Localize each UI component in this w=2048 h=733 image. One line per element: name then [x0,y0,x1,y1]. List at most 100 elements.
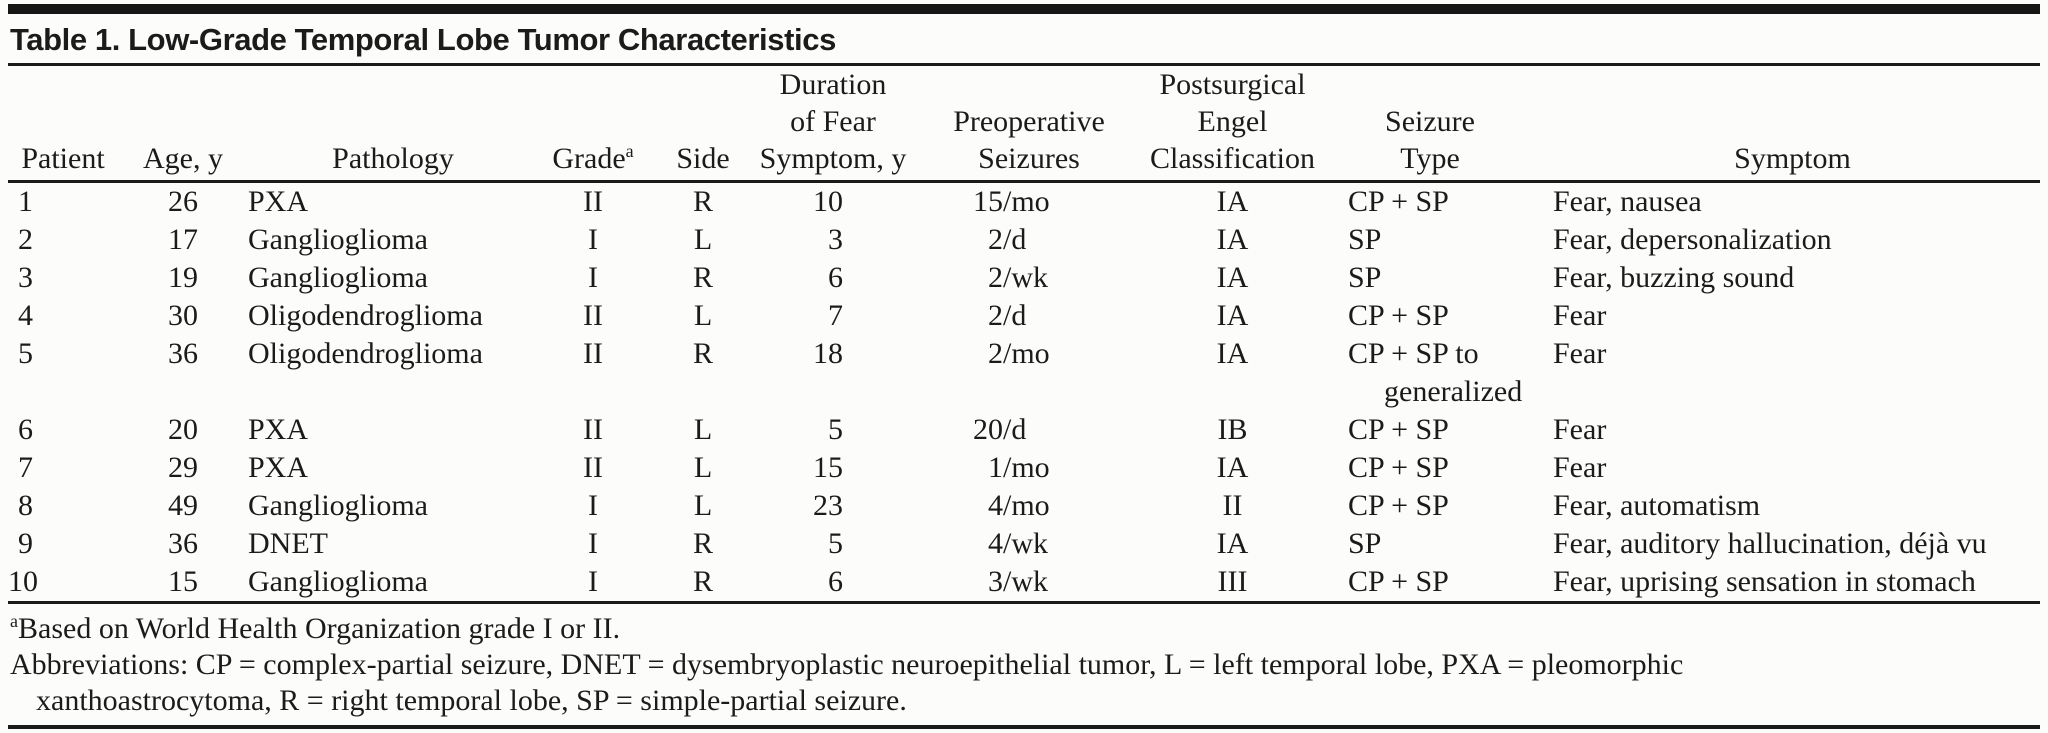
cell-age: 30 [168,299,198,332]
cell-age: 20 [168,413,198,446]
cell-symptom: Fear, depersonalization [1553,223,1832,256]
cell-preoperative-seizures: 2/mo [908,335,1150,411]
cell-age: 36 [168,337,198,370]
table-row: 9 36 DNET I R 5 4/wk IA SP Fear, auditor… [8,525,2040,563]
grade-footnote-marker: a [625,141,634,161]
tumor-characteristics-table: Patient Age, y Pathology Gradea Side Dur… [8,66,2040,601]
column-header-age: Age, y [118,66,248,183]
cell-duration: 15 [813,451,843,484]
header-line: Symptom, y [759,142,907,175]
cell-engel: IA [1216,527,1249,560]
header-line: Duration [779,68,887,101]
seizure-rate-unit: /mo [1003,489,1050,522]
cell-pathology: Ganglioglioma [248,261,428,294]
seizure-count: 2 [988,299,1003,332]
seizure-count: 4 [988,489,1003,522]
cell-side: L [693,223,713,256]
table-row: 10 15 Ganglioglioma I R 6 3/wk III CP + … [8,563,2040,601]
table-row: 7 29 PXA II L 15 1/mo IA CP + SP Fear [8,449,2040,487]
seizure-count: 2 [988,337,1003,370]
cell-symptom: Fear, nausea [1553,185,1702,218]
seizure-rate-unit: /d [1003,223,1027,256]
footnote-grade: aBased on World Health Organization grad… [10,611,2040,647]
cell-preoperative-seizures: 1/mo [908,449,1150,487]
cell-symptom: Fear, buzzing sound [1553,261,1795,294]
seizure-count: 2 [988,223,1003,256]
cell-seizure-type: SP [1348,261,1382,294]
cell-pathology: DNET [248,527,328,560]
table-bottom-rule [8,601,2040,604]
header-line: Classification [1150,142,1315,175]
cell-symptom: Fear [1553,299,1607,332]
header-line: Patient [21,142,105,175]
seizure-count: 4 [988,527,1003,560]
cell-pathology: Oligodendroglioma [248,337,483,370]
cell-preoperative-seizures: 2/wk [908,259,1150,297]
cell-preoperative-seizures: 15/mo [908,182,1150,222]
header-line: of Fear [790,105,876,138]
cell-age: 36 [168,527,198,560]
cell-pathology: PXA [248,185,309,218]
cell-patient: 1 [18,185,33,218]
header-line: Preoperative [953,105,1105,138]
cell-pathology: Ganglioglioma [248,223,428,256]
seizure-rate-unit: /wk [1003,261,1048,294]
cell-symptom: Fear, automatism [1553,489,1761,522]
header-line: Engel [1197,105,1268,138]
cell-seizure-type: CP + SP [1348,185,1449,218]
seizure-rate-unit: /mo [1003,337,1050,370]
cell-engel: IB [1217,413,1248,446]
column-header-patient: Patient [8,66,118,183]
header-line: Seizures [978,142,1080,175]
header-row: Patient Age, y Pathology Gradea Side Dur… [8,66,2040,183]
cell-seizure-type: CP + SP [1348,565,1449,598]
footnote-marker: a [10,611,18,631]
cell-preoperative-seizures: 4/mo [908,487,1150,525]
cell-engel: IA [1216,223,1249,256]
cell-pathology: Ganglioglioma [248,565,428,598]
seizure-rate-unit: /d [1003,413,1027,446]
cell-side: L [693,489,713,522]
column-header-side: Side [648,66,758,183]
cell-age: 19 [168,261,198,294]
cell-duration: 7 [828,299,843,332]
cell-seizure-type: CP + SP [1348,451,1449,484]
bottom-rule [8,725,2040,729]
seizure-count: 1 [988,451,1003,484]
seizure-rate-unit: /wk [1003,527,1048,560]
cell-engel: II [1222,489,1243,522]
cell-symptom: Fear [1553,451,1607,484]
seizure-type-line2: generalized [1384,375,1523,408]
cell-duration: 23 [813,489,843,522]
cell-grade: II [583,185,603,218]
cell-preoperative-seizures: 4/wk [908,525,1150,563]
seizure-rate-unit: /d [1003,299,1027,332]
cell-duration: 3 [828,223,843,256]
cell-grade: II [583,299,603,332]
cell-seizure-type: CP + SP [1348,299,1449,332]
header-grade-text: Grade [552,142,626,175]
cell-patient: 5 [18,337,33,370]
table-row: 1 26 PXA II R 10 15/mo IA CP + SP Fear, … [8,182,2040,222]
cell-preoperative-seizures: 2/d [908,297,1150,335]
cell-duration: 5 [828,527,843,560]
column-header-preoperative-seizures: Preoperative Seizures [908,66,1150,183]
cell-grade: I [588,489,598,522]
seizure-type-line1: CP + SP to [1348,337,1479,370]
cell-side: L [693,451,713,484]
cell-preoperative-seizures: 3/wk [908,563,1150,601]
cell-side: R [692,527,713,560]
cell-duration: 6 [828,261,843,294]
cell-seizure-type: CP + SP [1348,413,1449,446]
header-line: Side [676,142,730,175]
column-header-duration: Duration of Fear Symptom, y [758,66,908,183]
column-header-grade: Gradea [538,66,648,183]
cell-side: L [693,299,713,332]
cell-patient: 2 [18,223,33,256]
footnote-grade-text: Based on World Health Organization grade… [18,612,621,645]
table-row: 5 36 Oligodendroglioma II R 18 2/mo IA C… [8,335,2040,411]
title-rule [8,63,2040,66]
cell-engel: IA [1216,185,1249,218]
cell-grade: II [583,451,603,484]
cell-patient: 9 [18,527,33,560]
